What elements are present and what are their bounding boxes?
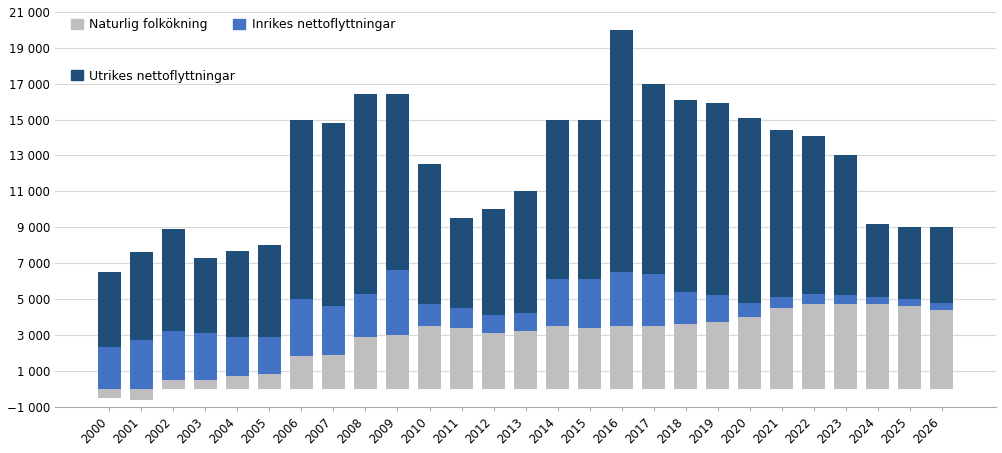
Bar <box>513 331 536 389</box>
Bar <box>129 340 152 389</box>
Bar <box>193 258 216 333</box>
Bar <box>641 326 664 389</box>
Bar <box>673 100 696 292</box>
Bar <box>705 323 728 389</box>
Bar <box>450 218 473 308</box>
Bar <box>866 224 889 297</box>
Bar <box>609 30 632 272</box>
Bar <box>161 380 184 389</box>
Bar <box>258 375 281 389</box>
Bar <box>929 310 952 389</box>
Bar <box>898 227 921 299</box>
Bar <box>129 252 152 340</box>
Bar <box>129 389 152 400</box>
Bar <box>161 331 184 380</box>
Bar <box>290 120 313 299</box>
Bar <box>898 299 921 306</box>
Bar <box>737 118 761 303</box>
Bar <box>545 120 568 280</box>
Bar <box>161 229 184 331</box>
Bar <box>450 328 473 389</box>
Bar <box>577 328 600 389</box>
Legend: Utrikes nettoflyttningar: Utrikes nettoflyttningar <box>71 69 235 82</box>
Bar <box>322 306 345 355</box>
Bar <box>418 326 441 389</box>
Bar <box>609 326 632 389</box>
Bar <box>545 280 568 326</box>
Bar <box>482 209 505 315</box>
Bar <box>322 355 345 389</box>
Bar <box>641 274 664 326</box>
Bar <box>513 313 536 331</box>
Bar <box>770 297 793 308</box>
Bar <box>770 130 793 297</box>
Bar <box>834 304 857 389</box>
Bar <box>705 295 728 323</box>
Bar <box>290 299 313 357</box>
Bar <box>802 294 825 304</box>
Bar <box>545 326 568 389</box>
Bar <box>673 292 696 324</box>
Bar <box>290 357 313 389</box>
Bar <box>866 304 889 389</box>
Bar <box>673 324 696 389</box>
Bar <box>386 270 409 335</box>
Bar <box>577 120 600 280</box>
Bar <box>418 304 441 326</box>
Bar <box>834 295 857 304</box>
Bar <box>802 304 825 389</box>
Bar <box>513 191 536 313</box>
Bar <box>609 272 632 326</box>
Bar <box>482 333 505 389</box>
Bar <box>482 315 505 333</box>
Bar <box>737 317 761 389</box>
Bar <box>641 84 664 274</box>
Bar <box>929 227 952 303</box>
Bar <box>193 380 216 389</box>
Bar <box>258 245 281 337</box>
Bar <box>737 303 761 317</box>
Bar <box>577 280 600 328</box>
Bar <box>705 103 728 295</box>
Bar <box>898 306 921 389</box>
Bar <box>354 95 377 294</box>
Bar <box>929 303 952 310</box>
Bar <box>866 297 889 304</box>
Bar <box>225 376 248 389</box>
Bar <box>225 251 248 337</box>
Bar <box>98 389 121 398</box>
Bar <box>225 337 248 376</box>
Bar <box>386 95 409 270</box>
Bar <box>354 294 377 337</box>
Bar <box>450 308 473 328</box>
Bar <box>193 333 216 380</box>
Bar <box>802 136 825 294</box>
Bar <box>770 308 793 389</box>
Bar <box>418 164 441 304</box>
Bar <box>834 155 857 295</box>
Bar <box>98 272 121 347</box>
Bar <box>386 335 409 389</box>
Bar <box>354 337 377 389</box>
Bar <box>258 337 281 375</box>
Bar <box>322 123 345 306</box>
Bar <box>98 347 121 389</box>
